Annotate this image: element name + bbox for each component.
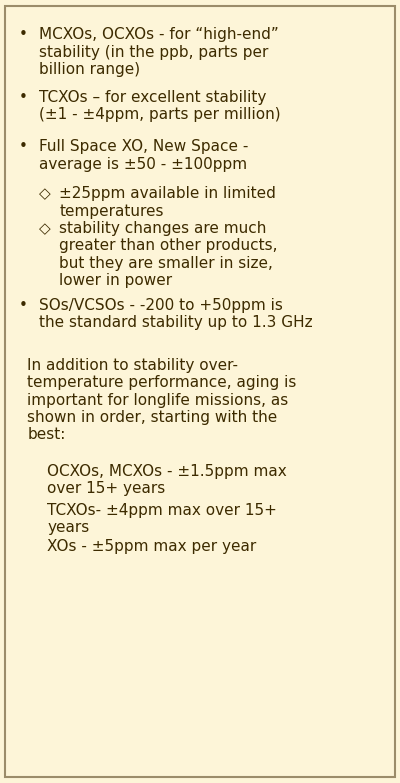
Text: ◇: ◇ — [39, 221, 51, 236]
Text: Full Space XO, New Space -
average is ±50 - ±100ppm: Full Space XO, New Space - average is ±5… — [39, 139, 248, 171]
Text: SOs/VCSOs - -200 to +50ppm is
the standard stability up to 1.3 GHz: SOs/VCSOs - -200 to +50ppm is the standa… — [39, 298, 313, 330]
Text: XOs - ±5ppm max per year: XOs - ±5ppm max per year — [47, 539, 256, 554]
Text: •: • — [19, 139, 28, 154]
Text: stability changes are much
greater than other products,
but they are smaller in : stability changes are much greater than … — [59, 221, 278, 288]
Text: TCXOs – for excellent stability
(±1 - ±4ppm, parts per million): TCXOs – for excellent stability (±1 - ±4… — [39, 90, 281, 122]
Text: •: • — [19, 90, 28, 105]
Text: •: • — [19, 27, 28, 42]
Text: MCXOs, OCXOs - for “high-end”
stability (in the ppb, parts per
billion range): MCXOs, OCXOs - for “high-end” stability … — [39, 27, 279, 78]
Text: In addition to stability over-
temperature performance, aging is
important for l: In addition to stability over- temperatu… — [27, 358, 296, 442]
Text: •: • — [19, 298, 28, 312]
Text: ◇: ◇ — [39, 186, 51, 201]
FancyBboxPatch shape — [5, 6, 395, 777]
Text: OCXOs, MCXOs - ±1.5ppm max
over 15+ years: OCXOs, MCXOs - ±1.5ppm max over 15+ year… — [47, 464, 287, 496]
Text: TCXOs- ±4ppm max over 15+
years: TCXOs- ±4ppm max over 15+ years — [47, 503, 277, 535]
Text: ±25ppm available in limited
temperatures: ±25ppm available in limited temperatures — [59, 186, 276, 218]
